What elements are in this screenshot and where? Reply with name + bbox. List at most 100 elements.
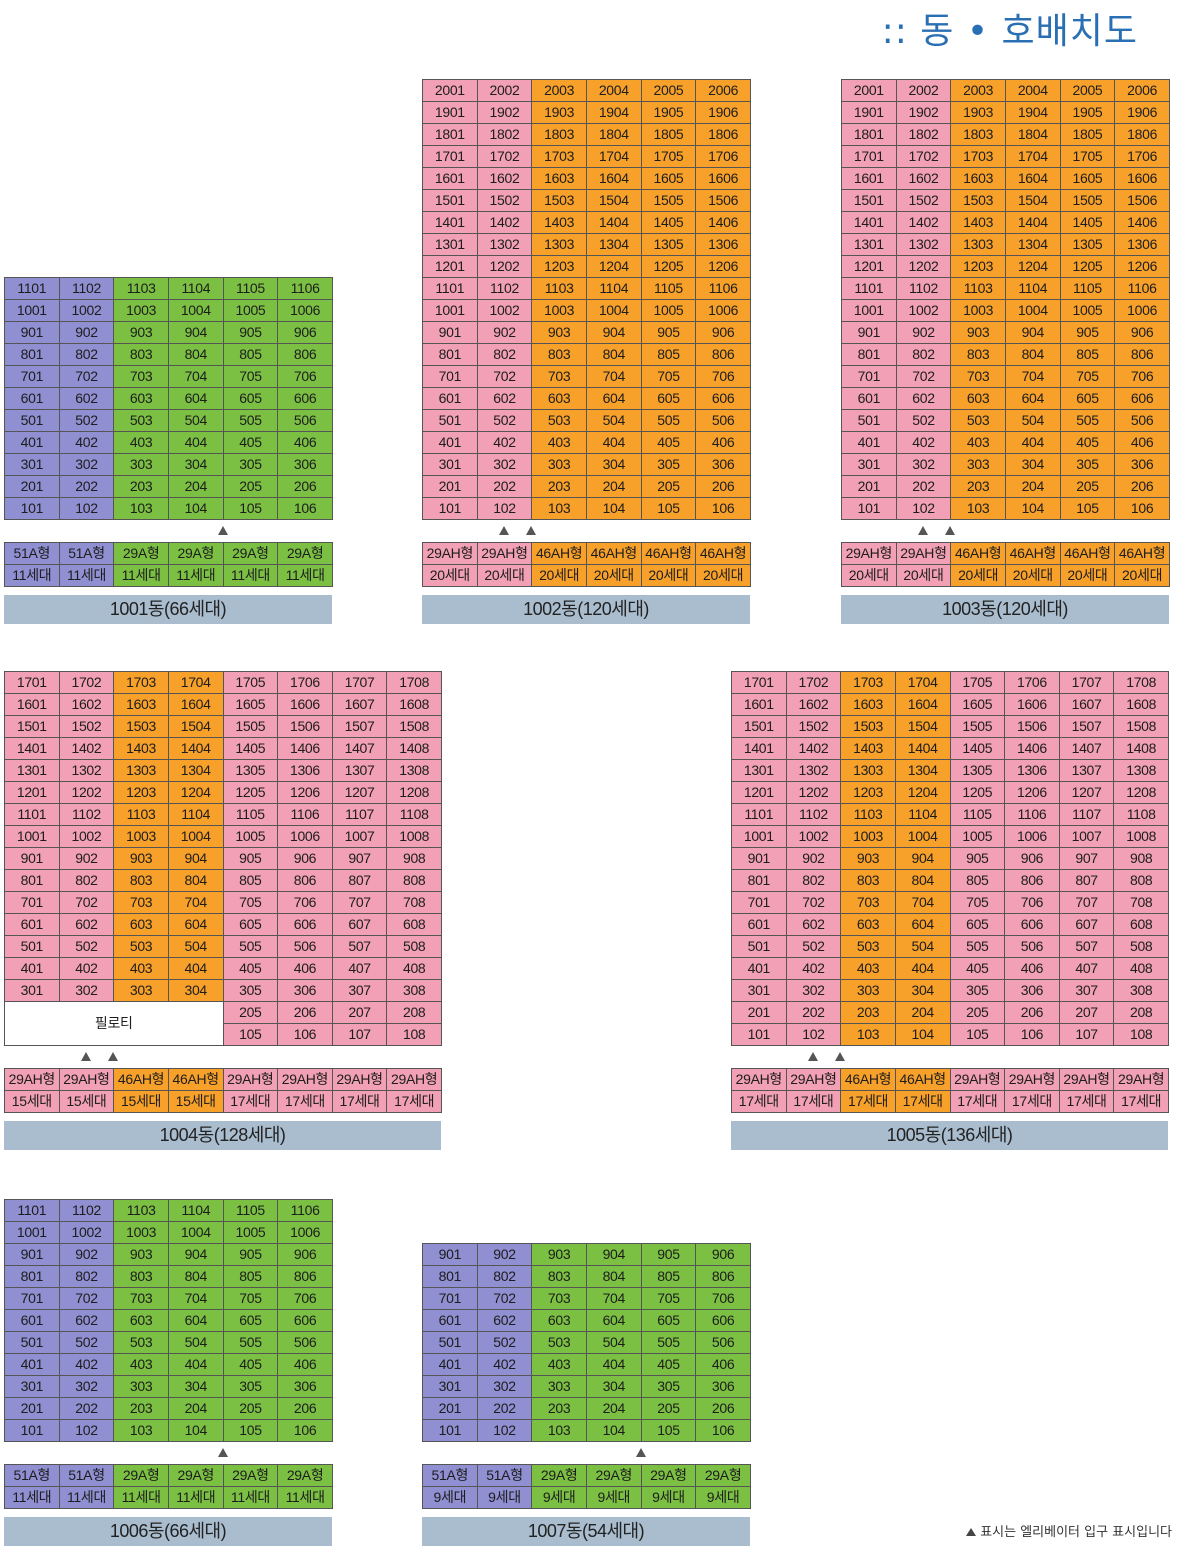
unit-cell: 503	[113, 409, 169, 432]
unit-cell: 303	[950, 453, 1006, 476]
unit-count-cell: 9세대	[585, 1486, 642, 1509]
unit-cell: 704	[167, 891, 224, 914]
unit-count-cell: 17세대	[386, 1090, 442, 1113]
unit-cell: 1005	[640, 299, 697, 322]
unit-cell: 604	[167, 387, 224, 410]
unit-cell: 1604	[894, 693, 951, 716]
floor-row: 1101 1102 1103 1104 1105 1106	[422, 277, 751, 300]
elevator-entrance-icon	[217, 526, 228, 535]
unit-cell: 207	[331, 1001, 388, 1024]
unit-cell: 401	[841, 431, 897, 454]
unit-cell: 1707	[1058, 671, 1115, 694]
unit-cell: 903	[531, 321, 587, 344]
unit-cell: 1302	[895, 233, 952, 256]
unit-cell: 1706	[1114, 145, 1170, 168]
unit-cell: 303	[531, 453, 587, 476]
floor-row: 401 402 403 404 405 406 407 408	[4, 957, 442, 980]
floor-row: 1501 1502 1503 1504 1505 1506	[422, 189, 751, 212]
unit-cell: 1606	[1004, 693, 1060, 716]
unit-cell: 401	[422, 431, 478, 454]
unit-cell: 406	[1114, 431, 1170, 454]
unit-cell: 504	[167, 1331, 224, 1354]
unit-cell: 1702	[58, 671, 115, 694]
unit-type-cell: 29AH형	[1058, 1068, 1115, 1091]
unit-cell: 801	[422, 1265, 478, 1288]
unit-cell: 1603	[531, 167, 587, 190]
unit-cell: 1202	[476, 255, 533, 278]
unit-cell: 101	[422, 1419, 478, 1442]
unit-cell: 1701	[422, 145, 478, 168]
unit-cell: 405	[222, 957, 279, 980]
elevator-marker-row	[422, 520, 750, 542]
unit-cell: 1805	[640, 123, 697, 146]
unit-type-cell: 29A형	[222, 542, 279, 565]
unit-cell: 105	[222, 497, 279, 520]
unit-cell: 1902	[895, 101, 952, 124]
unit-cell: 603	[113, 913, 169, 936]
unit-cell: 1304	[167, 759, 224, 782]
unit-type-cell: 29AH형	[895, 542, 952, 565]
unit-cell: 1202	[58, 781, 115, 804]
floor-row: 301 302 303 304 305 306 307 308	[4, 979, 442, 1002]
unit-cell: 106	[277, 497, 333, 520]
floor-row: 401 402 403 404 405 406	[4, 1353, 333, 1376]
unit-cell: 1406	[695, 211, 751, 234]
unit-cell: 504	[167, 409, 224, 432]
unit-cell: 705	[222, 1287, 279, 1310]
floor-row: 301 302 303 304 305 306	[4, 453, 333, 476]
unit-cell: 806	[277, 343, 333, 366]
unit-cell: 1606	[277, 693, 333, 716]
floor-row: 601 602 603 604 605 606	[422, 387, 751, 410]
unit-cell: 1403	[950, 211, 1006, 234]
floor-row: 1001 1002 1003 1004 1005 1006	[4, 299, 333, 322]
unit-cell: 1103	[113, 277, 169, 300]
unit-cell: 1502	[785, 715, 842, 738]
floor-row: 101 102 103 104 105 106	[422, 497, 751, 520]
unit-cell: 1005	[1059, 299, 1116, 322]
unit-cell: 1006	[1004, 825, 1060, 848]
unit-cell: 402	[58, 1353, 115, 1376]
unit-cell: 604	[1004, 387, 1061, 410]
unit-cell: 505	[640, 1331, 697, 1354]
unit-cell: 1108	[386, 803, 442, 826]
unit-count-cell: 17세대	[894, 1090, 951, 1113]
unit-cell: 405	[1059, 431, 1116, 454]
building-caption: 1007동(54세대)	[422, 1517, 750, 1546]
unit-cell: 901	[4, 847, 60, 870]
count-row: 9세대 9세대 9세대 9세대 9세대 9세대	[422, 1486, 751, 1509]
unit-cell: 402	[895, 431, 952, 454]
unit-cell: 901	[731, 847, 787, 870]
unit-cell: 101	[4, 1419, 60, 1442]
unit-cell: 1101	[841, 277, 897, 300]
unit-type-cell: 51A형	[58, 1464, 115, 1487]
floor-row: 1801 1802 1803 1804 1805 1806	[422, 123, 751, 146]
unit-cell: 1501	[422, 189, 478, 212]
floor-row: 1701 1702 1703 1704 1705 1706 1707 1708	[731, 671, 1169, 694]
unit-cell: 1708	[1113, 671, 1169, 694]
unit-cell: 305	[640, 453, 697, 476]
unit-cell: 603	[531, 387, 587, 410]
building-1003: 2001 2002 2003 2004 2005 2006 1901 1902 1903 1904…	[841, 79, 1170, 624]
unit-cell: 1601	[4, 693, 60, 716]
unit-type-table: 29AH형 29AH형 46AH형 46AH형 29AH형 29AH형 29AH형 29AH형…	[731, 1068, 1169, 1113]
floor-row: 401 402 403 404 405 406	[422, 431, 751, 454]
unit-cell: 1403	[113, 737, 169, 760]
unit-cell: 308	[386, 979, 442, 1002]
unit-cell: 1706	[277, 671, 333, 694]
unit-cell: 803	[531, 1265, 587, 1288]
floor-row: 1201 1202 1203 1204 1205 1206 1207 1208	[4, 781, 442, 804]
unit-cell: 908	[1113, 847, 1169, 870]
unit-cell: 104	[167, 497, 224, 520]
unit-cell: 501	[4, 1331, 60, 1354]
unit-cell: 501	[731, 935, 787, 958]
unit-cell: 401	[4, 431, 60, 454]
unit-cell: 1203	[840, 781, 896, 804]
unit-cell: 1006	[695, 299, 751, 322]
unit-cell: 1704	[1004, 145, 1061, 168]
unit-cell: 1603	[113, 693, 169, 716]
unit-type-cell: 29AH형	[4, 1068, 60, 1091]
unit-cell: 904	[167, 321, 224, 344]
floor-row: 1001 1002 1003 1004 1005 1006	[841, 299, 1170, 322]
unit-cell: 702	[476, 365, 533, 388]
unit-type-cell: 29A형	[277, 542, 333, 565]
